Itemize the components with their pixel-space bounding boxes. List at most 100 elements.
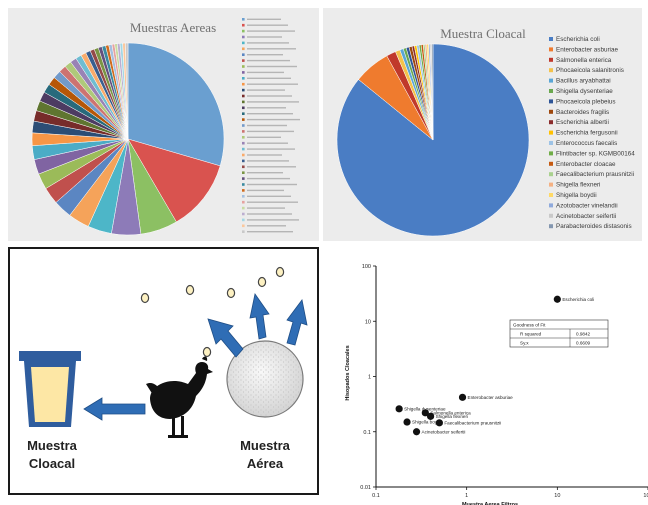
air-legend-swatch [242,200,245,204]
air-legend-swatch [242,100,245,104]
cloacal-legend-label: Enterococcus faecalis [556,140,617,147]
air-legend-swatch [242,23,245,27]
cloacal-legend-swatch [549,161,553,166]
cloacal-pie-legend: Escherichia coli Enterobacter asburiae Sal… [549,36,635,230]
scatter-point [403,418,411,426]
scatter-x-label: Muestra Aerea Filtros [462,502,518,505]
air-legend-entry [247,83,298,85]
air-legend-swatch [242,94,245,98]
air-legend-swatch [242,53,245,56]
air-legend-swatch [242,82,245,86]
cloacal-legend-label: Phocaeicola salanitronis [556,67,624,74]
fit-row-label: Sy.x [520,341,529,346]
air-legend-swatch [242,159,245,163]
air-legend-swatch [242,183,245,186]
air-legend-entry [247,219,299,221]
air-legend-entry [247,154,282,156]
cloacal-legend-swatch [549,193,553,197]
cloacal-legend-swatch [549,109,553,114]
air-legend-swatch [242,29,245,33]
cloacal-legend-label: Azotobacter vinelandii [556,202,618,209]
air-legend-swatch [242,59,245,62]
cloacal-legend-swatch [549,78,553,83]
air-samples-pie-panel: Muestras Aereas [8,8,319,241]
x-tick-label: 0.1 [372,493,380,499]
cloacal-legend-label: Enterobacter cloacae [556,161,616,168]
air-legend-entry [247,142,288,144]
air-legend-entry [247,172,283,174]
air-legend-swatch [242,106,245,110]
air-legend-entry [247,231,293,233]
air-filter-icon [226,340,304,418]
scatter-point-label: Shigella dysenteriae [404,406,446,411]
scatter-point [395,405,403,413]
air-legend-entry [247,177,290,180]
cloacal-legend-label: Shigella dysenteriae [556,88,613,95]
air-legend-swatch [242,112,245,115]
air-legend-swatch [242,65,245,68]
air-pie-legend [242,18,300,233]
cloacal-pie-title: Muestra Cloacal [440,26,526,41]
scatter-point [435,419,443,427]
air-pie-title: Muestras Aereas [130,20,216,35]
air-legend-entry [247,225,286,227]
air-legend-swatch [242,18,245,21]
cloacal-legend-label: Shigella flexneri [556,182,600,189]
air-legend-entry [247,77,291,79]
air-legend-entry [247,148,295,150]
sampling-diagram-panel: Muestra Cloacal Muestra Aérea [8,247,319,495]
arrow-left-icon [83,397,146,421]
air-legend-swatch [242,77,245,80]
air-legend-swatch [242,218,245,222]
cloacal-legend-swatch [549,37,553,41]
fit-row-value: 0.9842 [576,332,590,337]
scatter-point-label: Salmonella enterica [430,410,471,415]
scatter-point-label: Escherichia coli [562,297,594,302]
cloacal-legend-label: Faecalibacterium prausnitzii [556,171,634,178]
air-legend-entry [247,130,294,133]
cloacal-legend-swatch [549,57,553,62]
y-tick-label: 10 [365,319,371,325]
cloacal-legend-label: Escherichia fergusonii [556,130,618,137]
air-pie-slice [127,138,221,223]
cloacal-legend-swatch [549,89,553,93]
cloacal-label-line1: Muestra [27,438,78,453]
scatter-point [412,428,421,436]
air-legend-entry [247,18,281,20]
x-tick-label: 100 [643,493,648,499]
scatter-points: Escherichia coli Enterobacter asburiae Shi… [395,295,594,436]
air-legend-swatch [242,136,245,139]
x-tick-label: 10 [554,493,560,499]
air-legend-entry [247,48,296,50]
air-legend-entry [247,36,282,38]
cloacal-legend-swatch [549,182,553,187]
cloacal-pie-slice [431,43,434,141]
goodness-of-fit-table: Goodness of Fit R squared 0.9842 Sy.x 0.6609 [509,319,609,348]
air-legend-entry [247,118,300,121]
scatter-point-label: Shigella boydii [412,420,442,425]
cloacal-legend-swatch [549,99,553,104]
air-legend-swatch [242,118,245,121]
y-tick-label: 100 [362,264,371,270]
air-legend-swatch [242,71,245,74]
air-legend-swatch [242,124,245,127]
fit-table-header: Goodness of Fit [513,323,546,328]
cloacal-legend-swatch [549,224,553,229]
scatter-point-label: Acinetobacter seifertii [422,429,466,434]
cloacal-legend-swatch [549,130,553,135]
air-samples-pie-chart: Muestras Aereas [31,18,300,236]
scatter-point [426,412,435,420]
air-legend-swatch [242,177,245,180]
air-legend-swatch [242,189,245,192]
collection-cup-icon [19,351,81,427]
air-legend-swatch [242,212,245,216]
air-particles-icon [140,266,285,358]
air-legend-swatch [242,230,245,233]
cloacal-legend-label: Salmonella enterica [556,57,612,64]
air-pie-slice [127,42,225,167]
air-legend-swatch [242,35,245,39]
scatter-point [553,295,561,303]
cloacal-legend-swatch [549,141,553,145]
air-legend-swatch [242,47,245,51]
air-legend-entry [247,113,293,115]
